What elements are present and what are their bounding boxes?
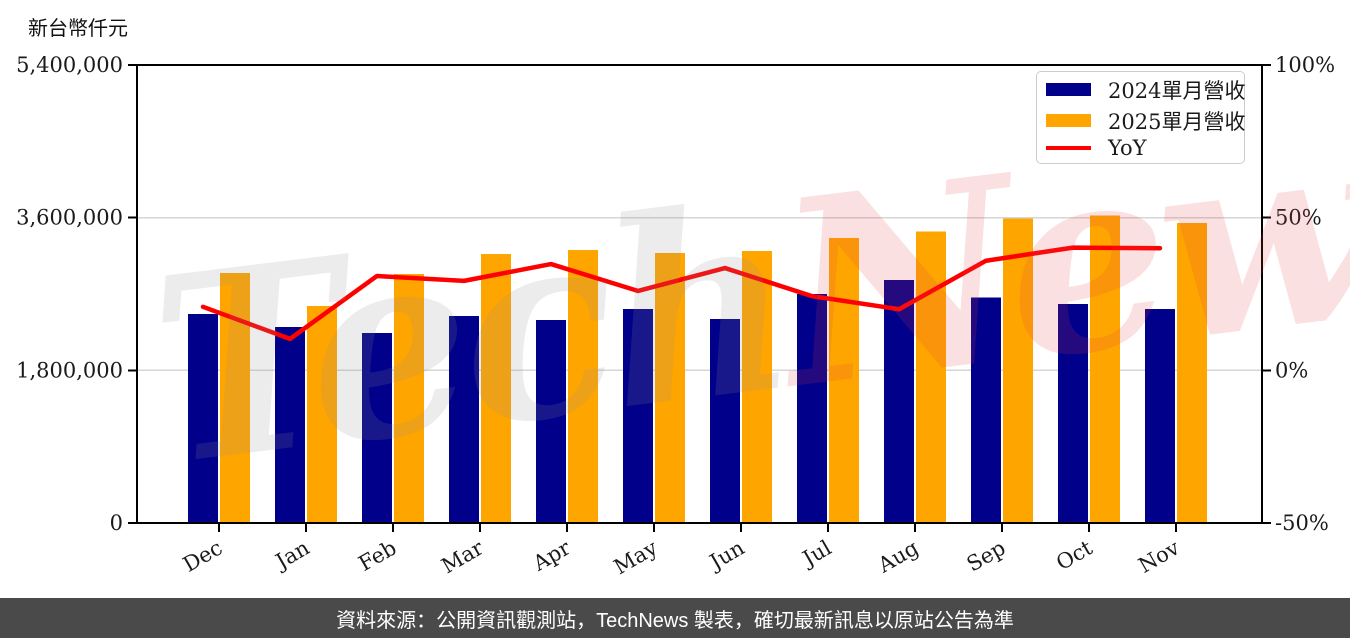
x-axis-label-Oct: Oct [1052, 535, 1097, 575]
chart-legend: 2024單月營收 2025單月營收 YoY [1036, 71, 1245, 164]
bar-2024-Jan [275, 326, 305, 522]
legend-yoy-line-icon [1046, 146, 1091, 151]
legend-swatch-2024-icon [1046, 83, 1091, 97]
right-axis-label-3: 100% [1275, 53, 1335, 77]
bar-2024-Feb [362, 333, 392, 522]
footer-source-text: 資料來源：公開資訊觀測站，TechNews 製表，確切最新訊息以原站公告為準 [336, 609, 1014, 632]
bar-2025-Jul [829, 238, 859, 522]
x-axis-label-Nov: Nov [1134, 535, 1183, 577]
bar-2025-Jan [307, 306, 337, 522]
bar-2025-Aug [916, 231, 946, 523]
left-axis-label-3: 5,400,000 [16, 53, 123, 77]
bar-2024-May [623, 309, 653, 522]
x-axis-label-Dec: Dec [179, 536, 227, 577]
bar-2024-Jul [797, 294, 827, 522]
legend-item-2024: 2024單月營收 [1037, 75, 1246, 105]
legend-label-2024: 2024單月營收 [1108, 78, 1246, 103]
legend-item-2025: 2025單月營收 [1037, 106, 1246, 136]
plot-frame [135, 63, 1264, 525]
x-axis-label-Jun: Jun [704, 536, 748, 576]
bar-2024-Nov [1145, 309, 1175, 522]
right-axis-label-2: 50% [1275, 206, 1322, 230]
legend-label-yoy: YoY [1108, 136, 1147, 161]
x-axis-label-Apr: Apr [528, 535, 575, 576]
bar-2024-Oct [1058, 304, 1088, 522]
right-axis-label-0: -50% [1275, 511, 1329, 535]
x-axis-label-Aug: Aug [873, 536, 922, 578]
footer-source-bar: 資料來源：公開資訊觀測站，TechNews 製表，確切最新訊息以原站公告為準 [0, 598, 1350, 638]
bar-2025-Oct [1090, 215, 1120, 522]
x-axis-label-Jul: Jul [797, 535, 836, 571]
legend-item-yoy: YoY [1037, 136, 1244, 160]
bar-2024-Sep [971, 297, 1001, 522]
bar-2024-Jun [710, 319, 740, 522]
x-axis-label-Mar: Mar [437, 535, 488, 578]
left-axis-label-2: 3,600,000 [16, 206, 123, 230]
bar-2025-May [655, 253, 685, 523]
legend-swatch-2025-icon [1046, 114, 1091, 127]
x-axis-label-Sep: Sep [963, 536, 1010, 577]
x-axis-label-Feb: Feb [354, 536, 400, 576]
bar-2024-Apr [536, 320, 566, 522]
bar-2024-Aug [884, 280, 914, 522]
bar-2025-Sep [1003, 218, 1033, 522]
bar-2025-Nov [1177, 223, 1207, 522]
left-axis-label-1: 1,800,000 [16, 358, 123, 382]
right-axis-label-1: 0% [1275, 358, 1308, 382]
left-axis-label-0: 0 [110, 511, 123, 535]
bar-2025-Dec [220, 272, 250, 522]
bar-2024-Mar [449, 315, 479, 522]
bar-2024-Dec [188, 314, 218, 522]
bar-2025-Feb [394, 273, 424, 522]
x-axis-label-Jan: Jan [270, 536, 314, 575]
x-axis-label-May: May [610, 535, 662, 579]
yoy-line [200, 245, 1163, 342]
legend-label-2025: 2025單月營收 [1108, 109, 1246, 134]
bar-2025-Apr [568, 249, 598, 522]
bar-2025-Jun [742, 250, 772, 522]
bar-2025-Mar [481, 253, 511, 522]
y-axis-unit-title: 新台幣仟元 [28, 16, 128, 40]
